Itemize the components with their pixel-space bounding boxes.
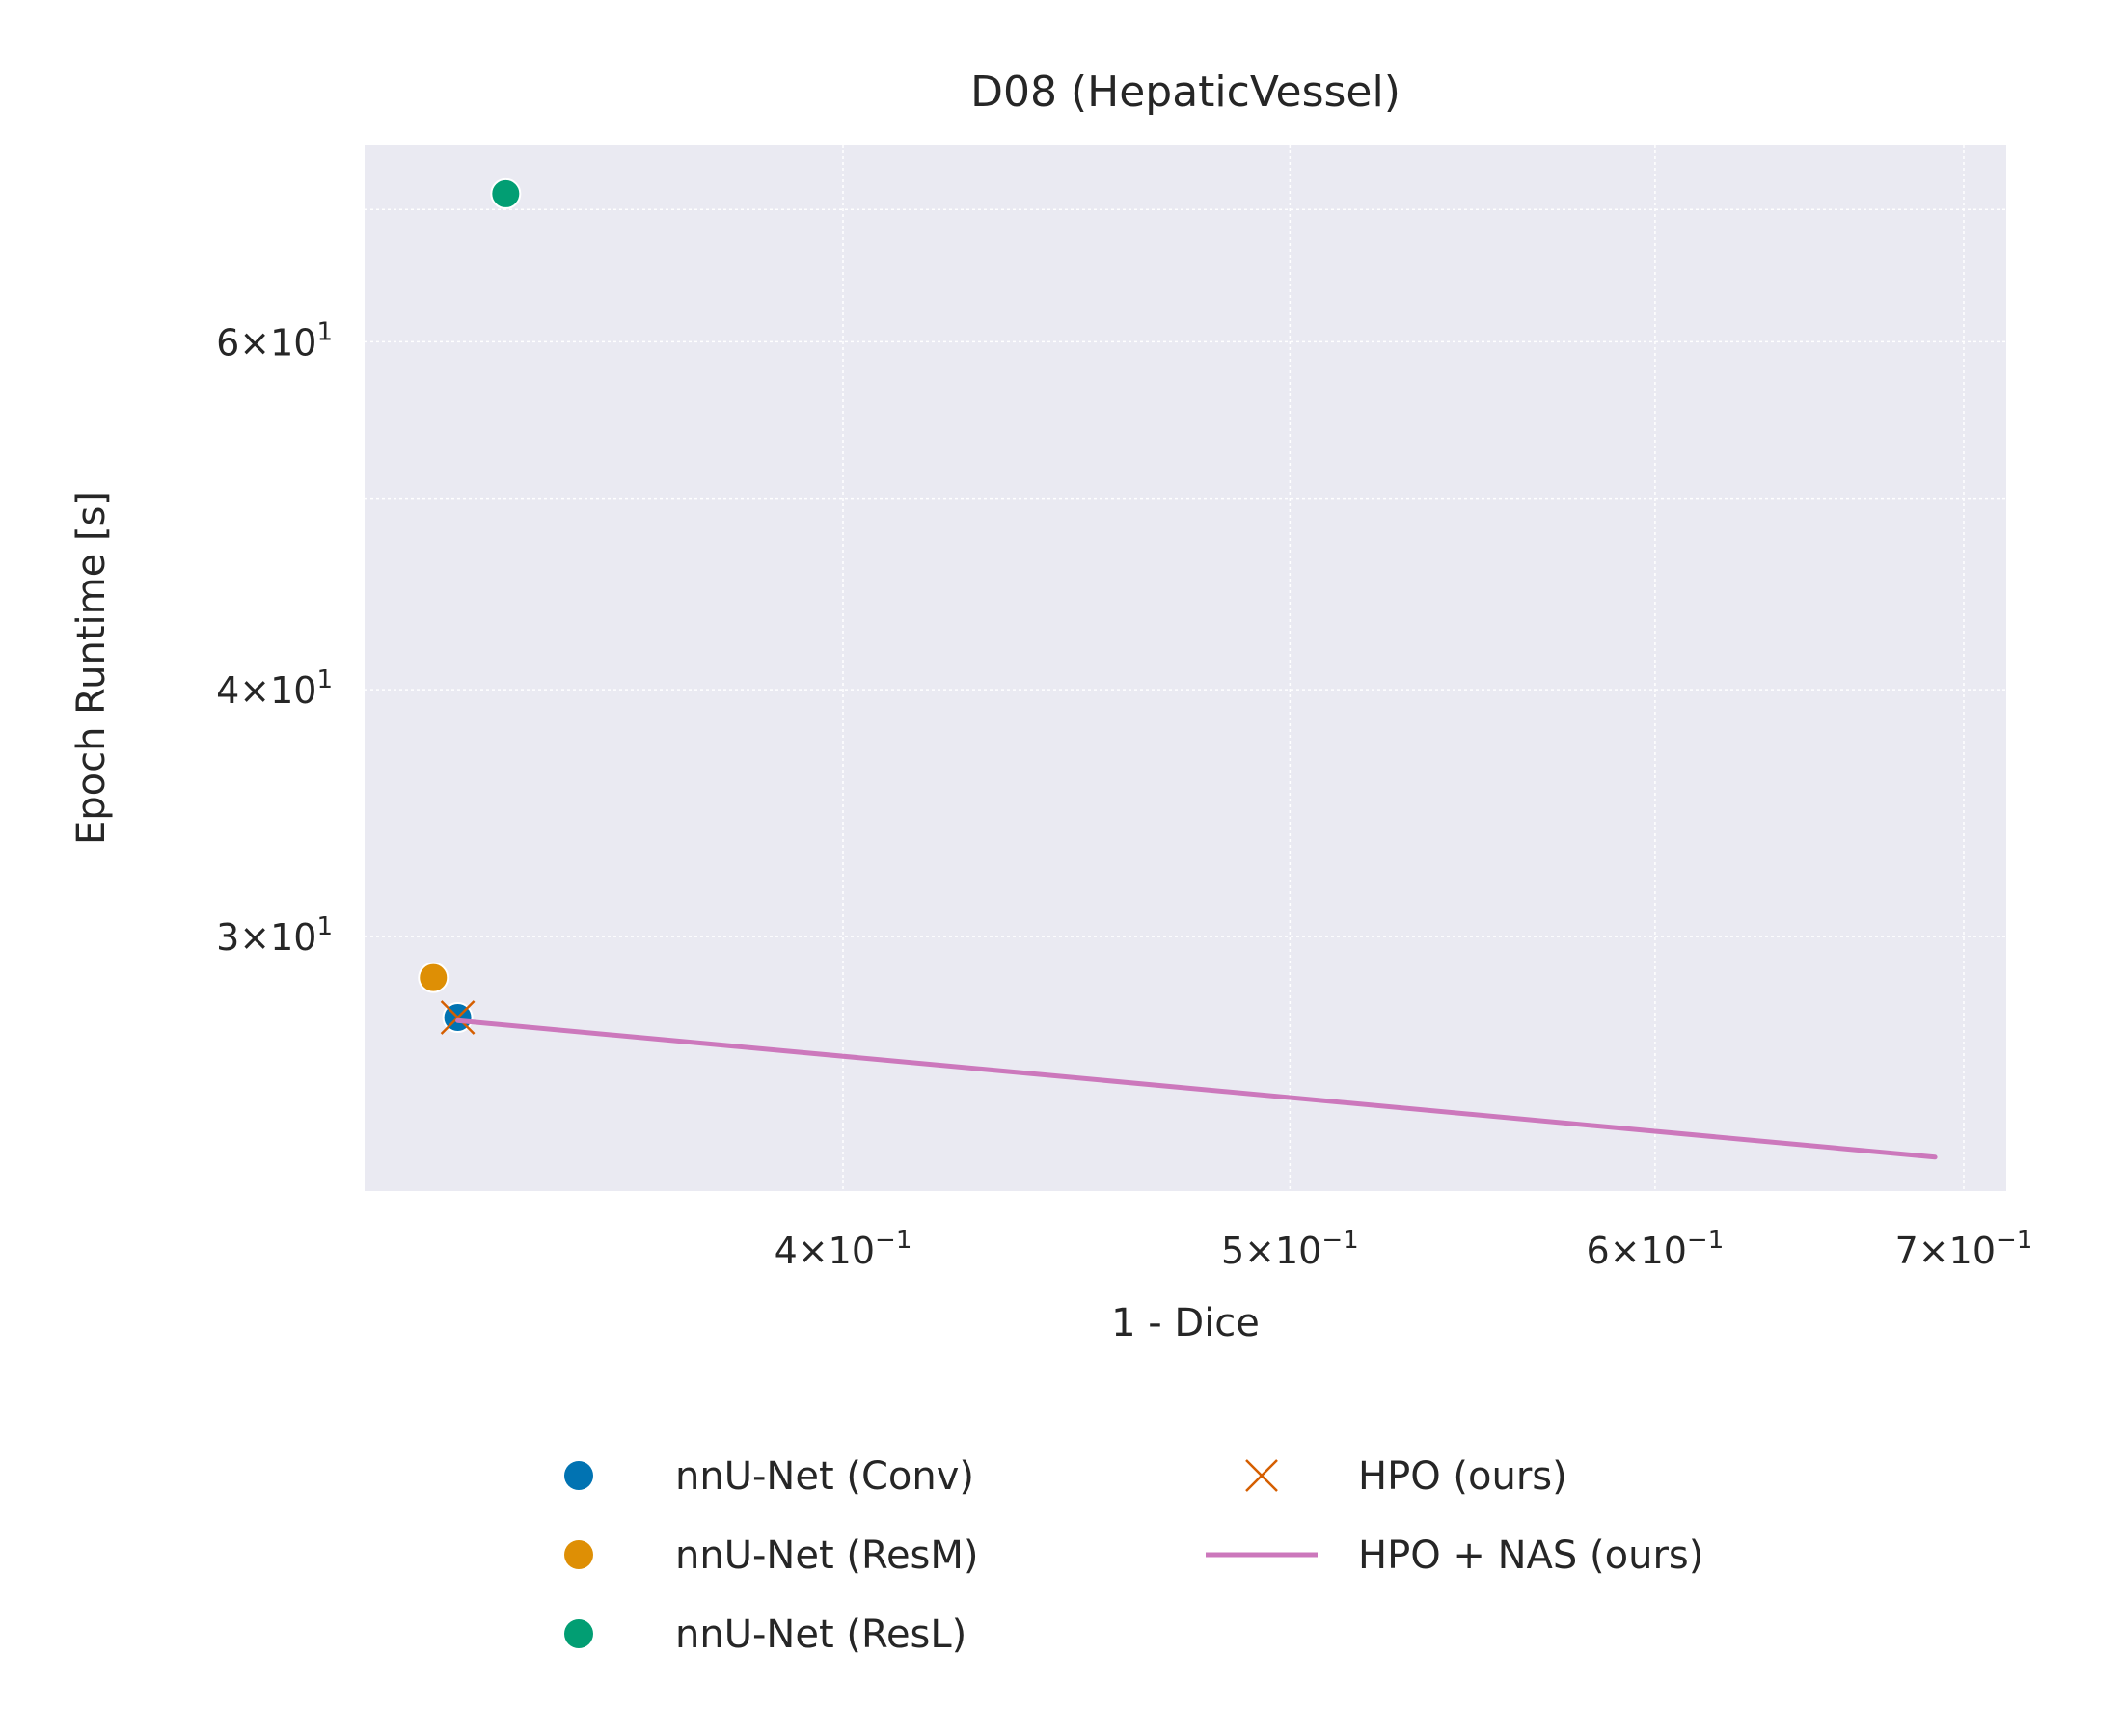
y-tick-label: 6×101 <box>216 317 333 364</box>
legend-swatch-x <box>1245 1459 1278 1492</box>
x-marker-stroke <box>440 1000 476 1035</box>
legend-item-nnu-net-resl: nnU-Net (ResL) <box>564 1613 966 1657</box>
legend-swatch-circle <box>564 1540 593 1569</box>
legend-item-hpo-nas-ours: HPO + NAS (ours) <box>1206 1533 1703 1578</box>
x-axis-label: 1 - Dice <box>1111 1301 1260 1345</box>
x-tick-label: 4×10−1 <box>775 1226 912 1272</box>
legend-swatch-circle <box>564 1461 593 1490</box>
legend-label: nnU-Net (ResL) <box>675 1613 966 1657</box>
grid <box>365 145 2006 1191</box>
legend: nnU-Net (Conv) nnU-Net (ResM) nnU-Net (Res… <box>564 1454 1703 1657</box>
data-point-nnu-net-resm <box>418 962 449 993</box>
y-axis-label: Epoch Runtime [s] <box>69 491 114 845</box>
legend-item-hpo-ours: HPO (ours) <box>1245 1454 1567 1499</box>
legend-swatch-circle <box>564 1619 593 1648</box>
legend-label: HPO + NAS (ours) <box>1358 1533 1703 1578</box>
y-tick-label: 4×101 <box>216 665 333 712</box>
series-layer <box>418 177 1938 1160</box>
x-tick-label: 6×10−1 <box>1587 1226 1725 1272</box>
data-point-nnu-net-resl <box>490 177 522 209</box>
legend-label: HPO (ours) <box>1358 1454 1567 1499</box>
series-line-hpo-nas-ours <box>455 1017 1938 1160</box>
legend-label: nnU-Net (Conv) <box>675 1454 974 1499</box>
x-tick-label: 5×10−1 <box>1221 1226 1359 1272</box>
legend-label: nnU-Net (ResM) <box>675 1533 979 1578</box>
plot-area <box>365 145 2006 1191</box>
x-tick-label: 7×10−1 <box>1895 1226 2033 1272</box>
tick-labels: 4×10−1 5×10−1 6×10−1 7×10−1 3×101 4×101 6×101 <box>216 317 2032 1272</box>
x-marker-stroke <box>1245 1459 1278 1492</box>
y-tick-label: 3×101 <box>216 912 333 959</box>
legend-item-nnu-net-conv: nnU-Net (Conv) <box>564 1454 974 1499</box>
legend-item-nnu-net-resm: nnU-Net (ResM) <box>564 1533 979 1578</box>
data-point-hpo-ours <box>440 1000 476 1035</box>
chart-title: D08 (HepaticVessel) <box>970 68 1401 117</box>
